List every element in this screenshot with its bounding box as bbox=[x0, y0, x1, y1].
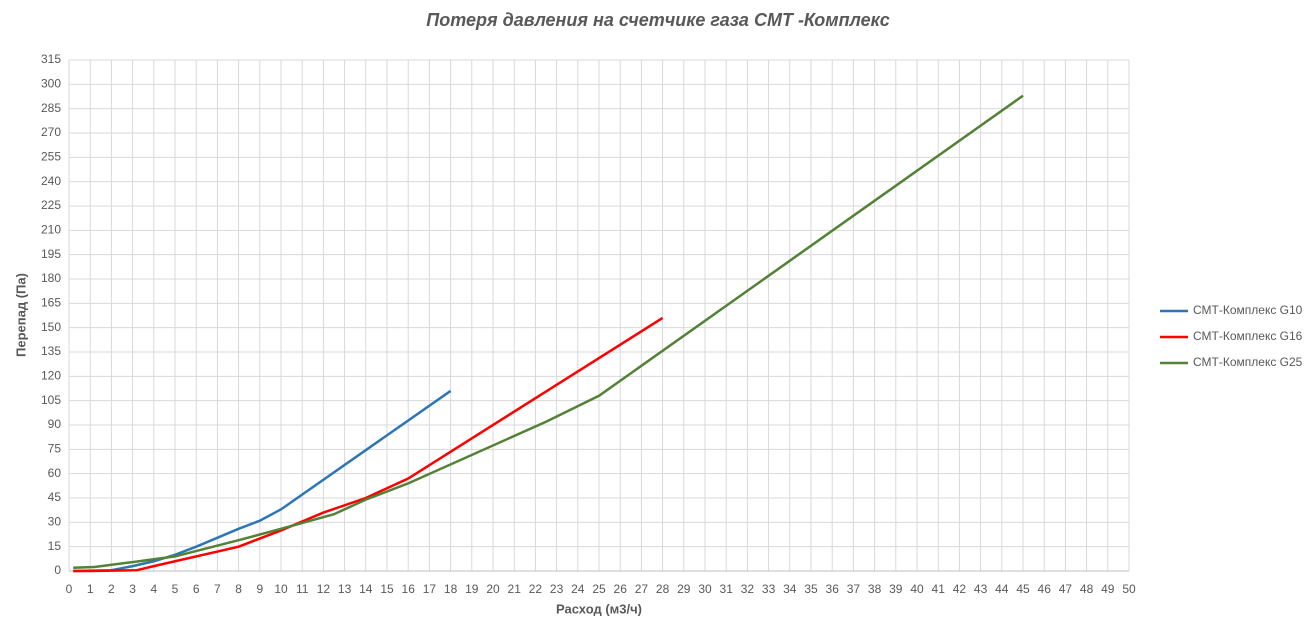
x-tick-label: 20 bbox=[486, 582, 500, 596]
y-tick-label: 135 bbox=[41, 344, 61, 358]
y-tick-label: 300 bbox=[41, 77, 61, 91]
y-tick-label: 15 bbox=[48, 539, 62, 553]
x-tick-label: 1 bbox=[87, 582, 94, 596]
x-tick-label: 13 bbox=[338, 582, 352, 596]
x-tick-label: 42 bbox=[953, 582, 967, 596]
x-tick-label: 8 bbox=[235, 582, 242, 596]
y-tick-label: 45 bbox=[48, 490, 62, 504]
x-tick-label: 24 bbox=[571, 582, 585, 596]
x-tick-label: 10 bbox=[274, 582, 288, 596]
x-tick-label: 38 bbox=[868, 582, 882, 596]
x-tick-label: 41 bbox=[932, 582, 946, 596]
x-tick-label: 11 bbox=[296, 582, 309, 596]
x-tick-label: 39 bbox=[889, 582, 903, 596]
y-tick-label: 225 bbox=[41, 198, 61, 212]
legend-label: СМТ-Комплекс G16 bbox=[1193, 329, 1303, 343]
x-tick-label: 48 bbox=[1080, 582, 1094, 596]
x-tick-label: 25 bbox=[592, 582, 606, 596]
x-tick-label: 46 bbox=[1038, 582, 1052, 596]
x-tick-label: 29 bbox=[677, 582, 691, 596]
x-tick-label: 0 bbox=[66, 582, 73, 596]
y-tick-label: 30 bbox=[48, 515, 62, 529]
series-line bbox=[73, 94, 1024, 570]
x-tick-label: 32 bbox=[741, 582, 755, 596]
x-tick-label: 30 bbox=[698, 582, 712, 596]
y-tick-label: 60 bbox=[48, 466, 62, 480]
x-tick-label: 9 bbox=[256, 582, 263, 596]
x-axis-title: Расход (м3/ч) bbox=[556, 601, 642, 616]
x-tick-label: 3 bbox=[129, 582, 136, 596]
x-tick-label: 6 bbox=[193, 582, 200, 596]
x-tick-label: 5 bbox=[172, 582, 179, 596]
x-tick-label: 17 bbox=[423, 582, 437, 596]
x-tick-label: 12 bbox=[317, 582, 331, 596]
series-line bbox=[73, 389, 452, 573]
x-tick-label: 50 bbox=[1122, 582, 1136, 596]
x-tick-label: 15 bbox=[380, 582, 394, 596]
y-tick-label: 180 bbox=[41, 271, 61, 285]
x-tick-label: 14 bbox=[359, 582, 373, 596]
x-tick-label: 2 bbox=[108, 582, 115, 596]
y-tick-label: 255 bbox=[41, 150, 61, 164]
x-tick-label: 28 bbox=[656, 582, 670, 596]
y-tick-label: 285 bbox=[41, 101, 61, 115]
x-tick-label: 27 bbox=[635, 582, 649, 596]
x-tick-label: 23 bbox=[550, 582, 564, 596]
y-tick-label: 315 bbox=[41, 52, 61, 66]
y-tick-label: 90 bbox=[48, 417, 62, 431]
x-tick-label: 26 bbox=[614, 582, 628, 596]
x-tick-label: 22 bbox=[529, 582, 543, 596]
x-tick-label: 45 bbox=[1016, 582, 1030, 596]
x-tick-label: 33 bbox=[762, 582, 776, 596]
x-tick-label: 37 bbox=[847, 582, 861, 596]
x-tick-label: 40 bbox=[910, 582, 924, 596]
y-tick-label: 0 bbox=[54, 563, 61, 577]
x-tick-label: 4 bbox=[150, 582, 157, 596]
x-tick-label: 18 bbox=[444, 582, 458, 596]
y-tick-label: 165 bbox=[41, 296, 61, 310]
y-tick-label: 240 bbox=[41, 174, 61, 188]
y-tick-label: 150 bbox=[41, 320, 61, 334]
x-tick-label: 43 bbox=[974, 582, 988, 596]
x-tick-label: 19 bbox=[465, 582, 479, 596]
x-tick-label: 44 bbox=[995, 582, 1009, 596]
y-tick-label: 75 bbox=[48, 442, 62, 456]
y-tick-label: 210 bbox=[41, 223, 61, 237]
x-tick-label: 49 bbox=[1101, 582, 1115, 596]
legend-label: СМТ-Комплекс G10 bbox=[1193, 303, 1303, 317]
x-tick-label: 34 bbox=[783, 582, 797, 596]
x-tick-label: 31 bbox=[720, 582, 734, 596]
x-tick-label: 21 bbox=[508, 582, 522, 596]
y-axis-title: Перепад (Па) bbox=[13, 273, 28, 357]
legend-label: СМТ-Комплекс G25 bbox=[1193, 355, 1303, 369]
x-tick-label: 36 bbox=[826, 582, 840, 596]
series-line bbox=[73, 316, 664, 573]
y-tick-label: 270 bbox=[41, 125, 61, 139]
x-tick-label: 7 bbox=[214, 582, 221, 596]
y-tick-label: 105 bbox=[41, 393, 61, 407]
y-tick-label: 120 bbox=[41, 369, 61, 383]
chart-title: Потеря давления на счетчике газа СМТ -Ко… bbox=[426, 10, 889, 30]
y-tick-label: 195 bbox=[41, 247, 61, 261]
x-tick-label: 16 bbox=[402, 582, 416, 596]
x-tick-label: 35 bbox=[804, 582, 818, 596]
x-tick-label: 47 bbox=[1059, 582, 1073, 596]
